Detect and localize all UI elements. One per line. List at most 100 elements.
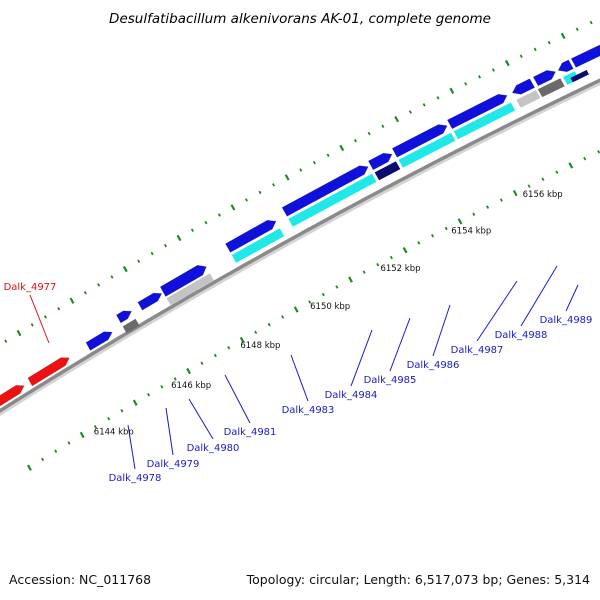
gene-arrow-dalk-4984[interactable] <box>281 165 369 217</box>
gene-arrow-dalk-4980[interactable] <box>137 292 163 311</box>
gene-segment-dalk-4984[interactable] <box>288 173 377 227</box>
forward-strand-tick <box>217 213 221 217</box>
gene-arrow-dalk-4977b[interactable] <box>27 357 70 387</box>
gene-leader-line <box>165 407 174 456</box>
gene-segment-dalk-4981[interactable] <box>166 273 214 306</box>
reverse-strand-tick <box>107 416 111 421</box>
gene-arrow-dalk-4988b[interactable] <box>532 70 556 87</box>
genome-summary-text: Topology: circular; Length: 6,517,073 bp… <box>246 572 590 587</box>
gene-label[interactable]: Dalk_4985 <box>364 375 417 386</box>
forward-strand-tick <box>299 168 303 172</box>
gene-segment-dalk-4987[interactable] <box>453 102 516 140</box>
gene-segment-dalk-4986[interactable] <box>398 132 456 168</box>
reverse-strand-tick <box>79 431 85 439</box>
gene-leader-line <box>476 280 518 342</box>
reverse-strand-tick <box>457 218 463 225</box>
gene-leader-line <box>290 354 309 402</box>
reverse-strand-tick <box>431 233 435 238</box>
forward-strand-tick <box>464 82 468 86</box>
gene-leader-line <box>224 374 251 424</box>
reverse-strand-tick <box>362 270 366 274</box>
gene-arrow-dalk-4989[interactable] <box>557 59 574 73</box>
reverse-strand-tick <box>348 276 353 283</box>
forward-strand-tick <box>422 103 426 107</box>
reverse-strand-tick <box>583 156 587 161</box>
gene-leader-line <box>29 294 50 344</box>
genome-backbone-shadow <box>0 79 600 417</box>
reverse-strand-tick <box>213 353 217 358</box>
reverse-strand-tick <box>512 189 518 197</box>
gene-segment-dalk-4989-navy[interactable] <box>570 70 589 83</box>
gene-arrow-dalk-4987[interactable] <box>446 93 508 130</box>
reverse-strand-tick <box>227 345 231 350</box>
reverse-strand-tick <box>132 399 138 406</box>
gene-features-layer <box>0 44 600 413</box>
reverse-strand-tick <box>444 226 448 231</box>
reverse-strand-tick <box>402 247 408 254</box>
gene-segment-dalk-4979[interactable] <box>122 318 140 334</box>
forward-strand-tick <box>353 138 357 143</box>
gene-label[interactable]: Dalk_4988 <box>495 330 548 341</box>
gene-leader-line <box>350 329 373 387</box>
reverse-strand-tick <box>173 377 177 381</box>
forward-strand-tick <box>272 183 276 187</box>
forward-strand-tick <box>190 228 194 233</box>
reverse-strand-tick <box>335 285 339 289</box>
scale-tick-label: 6144 kbp <box>94 427 134 437</box>
reverse-strand-tick <box>499 198 503 202</box>
gene-leader-line <box>389 317 411 372</box>
gene-arrow-dalk-4979[interactable] <box>115 310 132 324</box>
forward-strand-tick <box>560 32 566 40</box>
scale-tick-label: 6156 kbp <box>523 190 563 200</box>
gene-label[interactable]: Dalk_4978 <box>109 473 162 484</box>
gene-arrow-dalk-4986[interactable] <box>391 124 448 158</box>
gene-label[interactable]: Dalk_4977 <box>4 282 57 293</box>
reverse-strand-tick <box>186 367 191 375</box>
gene-arrow-dalk-4983[interactable] <box>225 219 277 253</box>
gene-leader-line <box>432 304 451 357</box>
gene-label[interactable]: Dalk_4981 <box>224 427 277 438</box>
gene-label[interactable]: Dalk_4984 <box>325 390 378 401</box>
reverse-strand-tick <box>120 408 124 413</box>
scale-tick-label: 6148 kbp <box>240 341 280 351</box>
gene-segment-dalk-4988-light[interactable] <box>516 90 541 108</box>
reverse-strand-tick <box>527 184 531 188</box>
scale-tick-label: 6146 kbp <box>171 381 211 391</box>
forward-strand-tick <box>491 68 495 72</box>
gene-label[interactable]: Dalk_4987 <box>451 345 504 356</box>
forward-strand-tick <box>83 291 87 295</box>
accession-text: Accession: NC_011768 <box>9 572 152 587</box>
forward-strand-tick <box>547 40 551 45</box>
gene-arrow-dalk-4981[interactable] <box>159 264 207 297</box>
forward-strand-tick <box>381 124 385 129</box>
gene-leader-line <box>127 424 136 470</box>
gene-label[interactable]: Dalk_4986 <box>407 360 460 371</box>
gene-arrow-dalk-4990[interactable] <box>570 44 600 68</box>
forward-strand-tick <box>575 27 579 31</box>
gene-arrow-dalk-4988[interactable] <box>511 78 536 95</box>
reverse-strand-tick <box>93 425 97 429</box>
forward-strand-tick <box>122 265 128 273</box>
forward-strand-tick <box>204 220 208 225</box>
reverse-strand-tick <box>321 292 325 297</box>
genome-backbone-layer <box>0 78 600 417</box>
gene-label[interactable]: Dalk_4980 <box>187 443 240 454</box>
gene-label[interactable]: Dalk_4979 <box>147 459 200 470</box>
reverse-strand-tick <box>281 315 285 319</box>
forward-strand-tick <box>176 234 182 242</box>
forward-strand-tick <box>394 115 400 123</box>
reverse-strand-tick <box>160 385 164 389</box>
gene-arrow-dalk-4985[interactable] <box>367 152 393 171</box>
gene-segment-dalk-4983[interactable] <box>231 228 285 263</box>
gene-segment-dalk-4988-dark[interactable] <box>537 78 565 98</box>
gene-arrow-dalk-4978[interactable] <box>85 331 113 351</box>
gene-label[interactable]: Dalk_4983 <box>282 405 335 416</box>
forward-strand-tick <box>150 251 154 256</box>
gene-arrow-dalk-4977[interactable] <box>0 385 25 413</box>
reverse-strand-tick <box>147 392 151 397</box>
reverse-strand-tick <box>568 162 574 169</box>
gene-label[interactable]: Dalk_4989 <box>540 315 593 326</box>
gene-segment-dalk-4985[interactable] <box>374 161 401 181</box>
reverse-strand-tick <box>486 205 490 209</box>
